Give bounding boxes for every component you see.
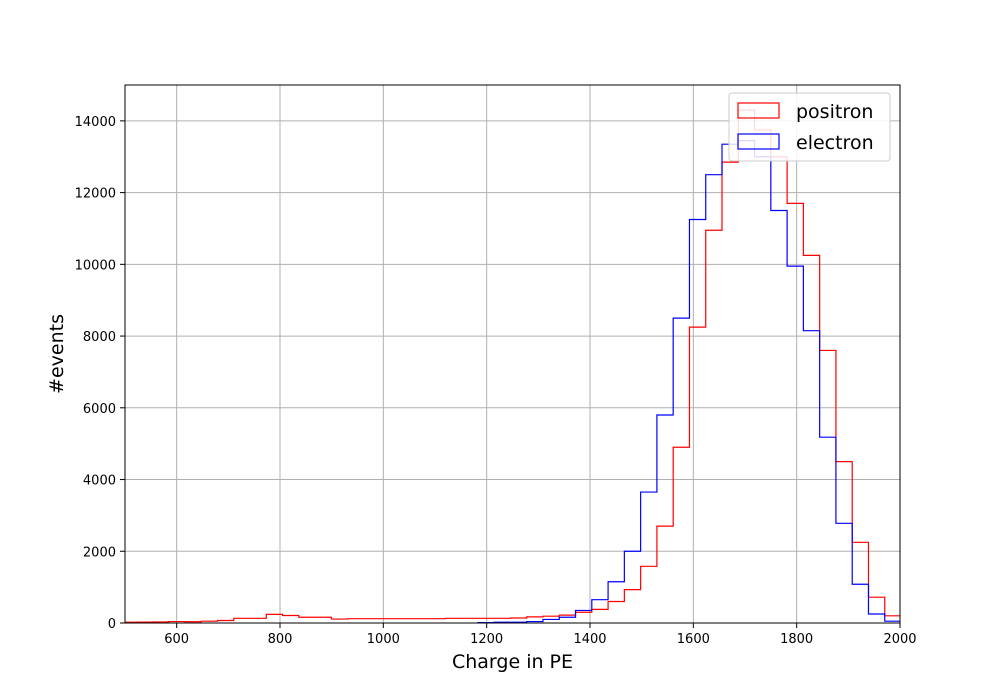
y-tick-label: 10000 <box>75 258 116 273</box>
y-tick-label: 4000 <box>83 474 116 489</box>
x-tick-label: 1600 <box>677 632 710 647</box>
grid <box>125 85 901 624</box>
series-positron <box>125 109 900 623</box>
y-tick-label: 0 <box>108 617 116 632</box>
y-axis-label: #events <box>46 314 68 394</box>
legend-box <box>728 92 891 162</box>
plot-frame <box>124 84 901 624</box>
x-tick-label: 1400 <box>573 632 606 647</box>
series-electron <box>477 139 900 623</box>
x-axis-label: Charge in PE <box>452 651 573 673</box>
y-tick-label: 12000 <box>75 187 116 202</box>
y-tick-label: 2000 <box>83 545 116 560</box>
legend: positron electron <box>728 92 891 162</box>
y-tick-label: 6000 <box>83 402 116 417</box>
legend-label-electron: electron <box>796 132 874 154</box>
x-tick-label: 1800 <box>780 632 813 647</box>
y-tick-label: 14000 <box>75 115 116 130</box>
series-layer <box>125 109 900 623</box>
x-tick-label: 2000 <box>883 632 916 647</box>
legend-swatch-positron <box>737 102 780 119</box>
axis-ticks: 600 800 1000 1200 1400 1600 1800 2000 0 2000 4000 6… <box>75 115 917 647</box>
x-tick-label: 800 <box>268 632 293 647</box>
legend-label-positron: positron <box>796 101 873 123</box>
x-tick-label: 1200 <box>470 632 503 647</box>
legend-swatch-electron <box>737 133 780 150</box>
y-tick-label: 8000 <box>83 330 116 345</box>
x-tick-label: 600 <box>164 632 189 647</box>
x-tick-label: 1000 <box>367 632 400 647</box>
